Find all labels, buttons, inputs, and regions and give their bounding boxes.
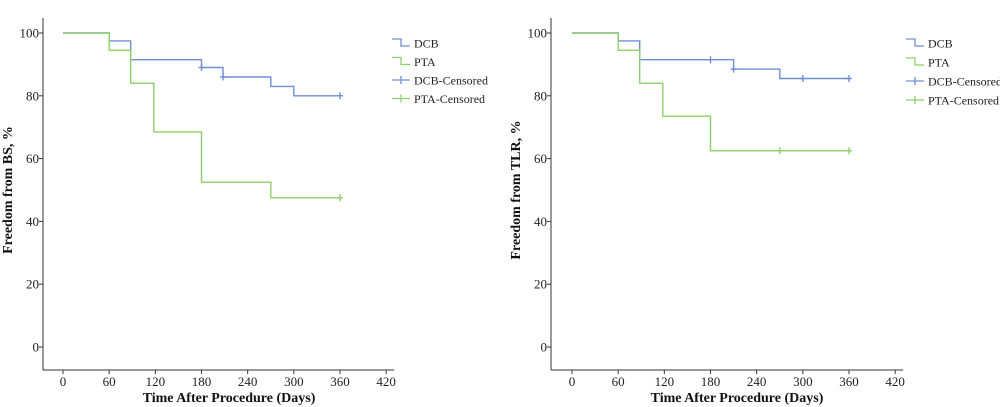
y-tick-label: 80 (534, 88, 547, 103)
y-tick-label: 60 (534, 151, 547, 166)
chart-panel-tlr: 0 20 40 60 80 100 0 60 120 180 240 300 360 420 Time Af… (500, 0, 1000, 407)
censor-mark-pta (337, 194, 343, 202)
x-tick-label: 0 (60, 374, 67, 389)
x-tick-label: 180 (192, 374, 212, 389)
y-tick-label: 40 (534, 214, 547, 229)
legend-swatch (392, 56, 410, 66)
legend-swatch (906, 38, 924, 47)
censor-mark-dcb (799, 75, 806, 83)
y-tick-label: 0 (33, 340, 40, 355)
x-axis-title: Time After Procedure (Days) (143, 391, 316, 406)
x-tick-label: 240 (238, 374, 258, 389)
legend-label: PTA (414, 55, 436, 69)
y-tick-label: 60 (26, 151, 39, 166)
legend-item-pta: PTA (392, 55, 436, 69)
y-tick-label: 0 (541, 340, 548, 355)
legend-item-pta-censored: PTA-Censored (392, 92, 485, 106)
x-tick-label: 120 (146, 374, 166, 389)
x-tick-label: 300 (793, 374, 813, 389)
x-tick-label: 240 (747, 374, 767, 389)
legend-label: DCB-Censored (414, 74, 488, 88)
legend-item-dcb-censored: DCB-Censored (906, 75, 1000, 89)
legend-item-pta: PTA (906, 56, 950, 70)
censor-mark-pta (776, 147, 783, 155)
series-line-dcb (63, 32, 340, 97)
x-tick-label: 360 (839, 374, 859, 389)
y-tick-label: 100 (20, 26, 40, 41)
legend-label: PTA (928, 56, 950, 70)
x-tick-label: 60 (612, 374, 625, 389)
legend-label: PTA-Censored (414, 92, 485, 106)
series-line-pta (572, 32, 849, 152)
y-tick-label: 100 (528, 26, 548, 41)
censor-mark-dcb (730, 65, 737, 73)
legend-label: PTA-Censored (928, 94, 999, 108)
x-tick-label: 60 (103, 374, 116, 389)
km-chart-freedom-from-tlr: 0 20 40 60 80 100 0 60 120 180 240 300 360 420 Time Af… (509, 18, 1000, 406)
km-chart-freedom-from-bs: 0 20 40 60 80 100 0 60 120 180 240 300 360 420 Time Af… (1, 18, 488, 406)
legend-item-dcb: DCB (392, 37, 439, 51)
x-tick-label: 420 (885, 374, 905, 389)
censor-mark-dcb (337, 92, 343, 100)
x-tick-label: 180 (701, 374, 721, 389)
legend-swatch (906, 57, 924, 66)
y-tick-label: 80 (26, 88, 39, 103)
censor-mark-dcb (220, 73, 227, 81)
y-axis-title: Freedom from TLR, % (509, 120, 524, 259)
x-tick-label: 0 (569, 374, 576, 389)
x-tick-label: 120 (655, 374, 675, 389)
legend-label: DCB-Censored (928, 75, 1000, 89)
legend-label: DCB (414, 37, 439, 51)
x-tick-label: 360 (330, 374, 350, 389)
y-tick-label: 40 (26, 214, 39, 229)
series-line-pta (63, 32, 340, 199)
censor-mark-pta (846, 147, 852, 155)
legend-item-dcb: DCB (906, 37, 953, 51)
x-axis-title: Time After Procedure (Days) (651, 391, 824, 406)
legend-item-dcb-censored: DCB-Censored (392, 74, 488, 88)
y-tick-label: 20 (534, 277, 547, 292)
chart-panel-bs: 0 20 40 60 80 100 0 60 120 180 240 300 360 420 Time Af… (1, 18, 488, 406)
censor-mark-dcb (707, 56, 714, 64)
x-tick-label: 300 (284, 374, 304, 389)
legend-label: DCB (928, 37, 953, 51)
censor-mark-dcb (198, 64, 205, 72)
series-line-dcb (572, 32, 849, 80)
legend-swatch (392, 38, 410, 47)
y-axis-title: Freedom from BS, % (1, 126, 16, 254)
y-tick-label: 20 (26, 277, 39, 292)
censor-mark-dcb (846, 75, 852, 83)
x-tick-label: 420 (376, 374, 396, 389)
legend-item-pta-censored: PTA-Censored (906, 94, 999, 108)
